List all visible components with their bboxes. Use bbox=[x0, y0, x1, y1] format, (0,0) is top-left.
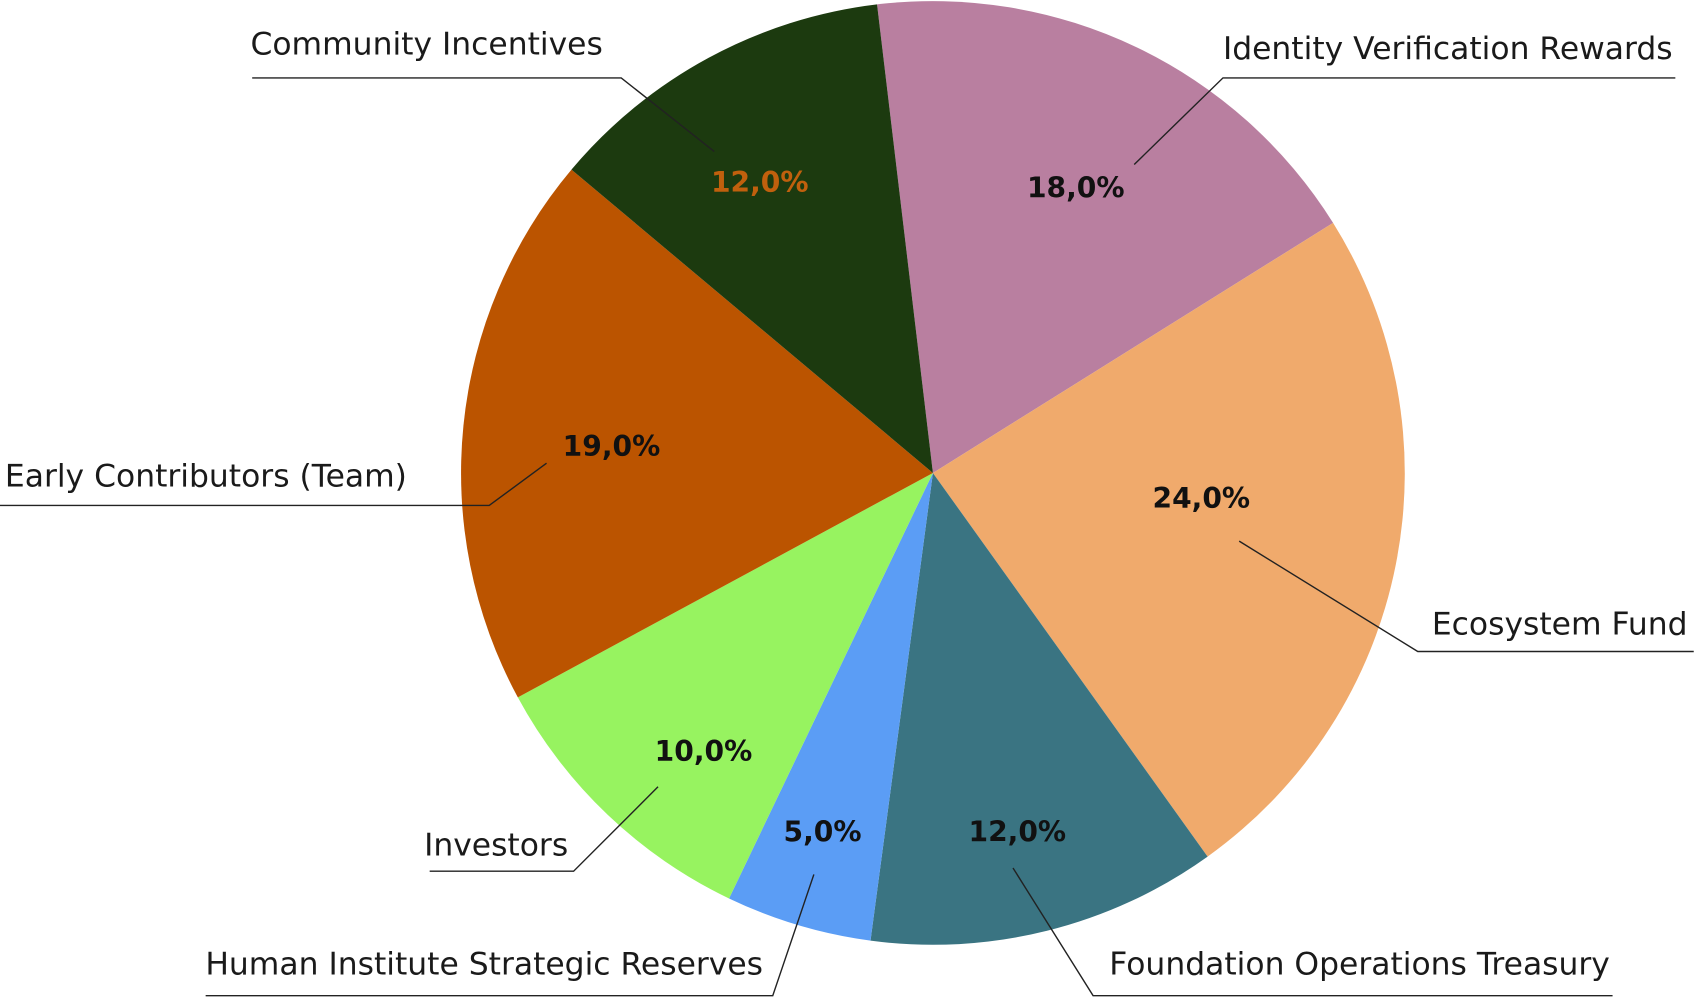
category-label: Human Institute Strategic Reserves bbox=[205, 946, 763, 982]
category-label: Community Incentives bbox=[250, 26, 602, 62]
value-label: 12,0% bbox=[711, 166, 809, 199]
leader-line bbox=[252, 77, 715, 153]
pie-slice bbox=[870, 472, 1208, 945]
value-label: 19,0% bbox=[563, 430, 661, 463]
value-label: 10,0% bbox=[655, 735, 753, 768]
pie-slice bbox=[877, 1, 1334, 473]
leader-line bbox=[1133, 77, 1676, 166]
value-label: 5,0% bbox=[784, 815, 862, 848]
pie-slice bbox=[571, 4, 933, 473]
leader-line bbox=[1012, 867, 1613, 997]
pie-slice bbox=[932, 222, 1405, 857]
category-label: Foundation Operations Treasury bbox=[1109, 946, 1610, 982]
value-label: 18,0% bbox=[1027, 171, 1125, 204]
pie-slice bbox=[729, 472, 933, 941]
value-label: 12,0% bbox=[969, 815, 1067, 848]
category-label: Ecosystem Fund bbox=[1432, 607, 1688, 643]
leader-line bbox=[205, 874, 815, 997]
category-label: Early Contributors (Team) bbox=[5, 458, 407, 494]
category-label: Identity Verification Rewards bbox=[1223, 31, 1673, 67]
value-label: 24,0% bbox=[1153, 482, 1251, 515]
pie-slice bbox=[461, 169, 933, 698]
category-label: Investors bbox=[424, 827, 568, 863]
pie-slice bbox=[517, 472, 933, 899]
leader-line bbox=[429, 786, 659, 872]
leader-line bbox=[0, 462, 547, 507]
leader-line bbox=[1238, 540, 1694, 653]
